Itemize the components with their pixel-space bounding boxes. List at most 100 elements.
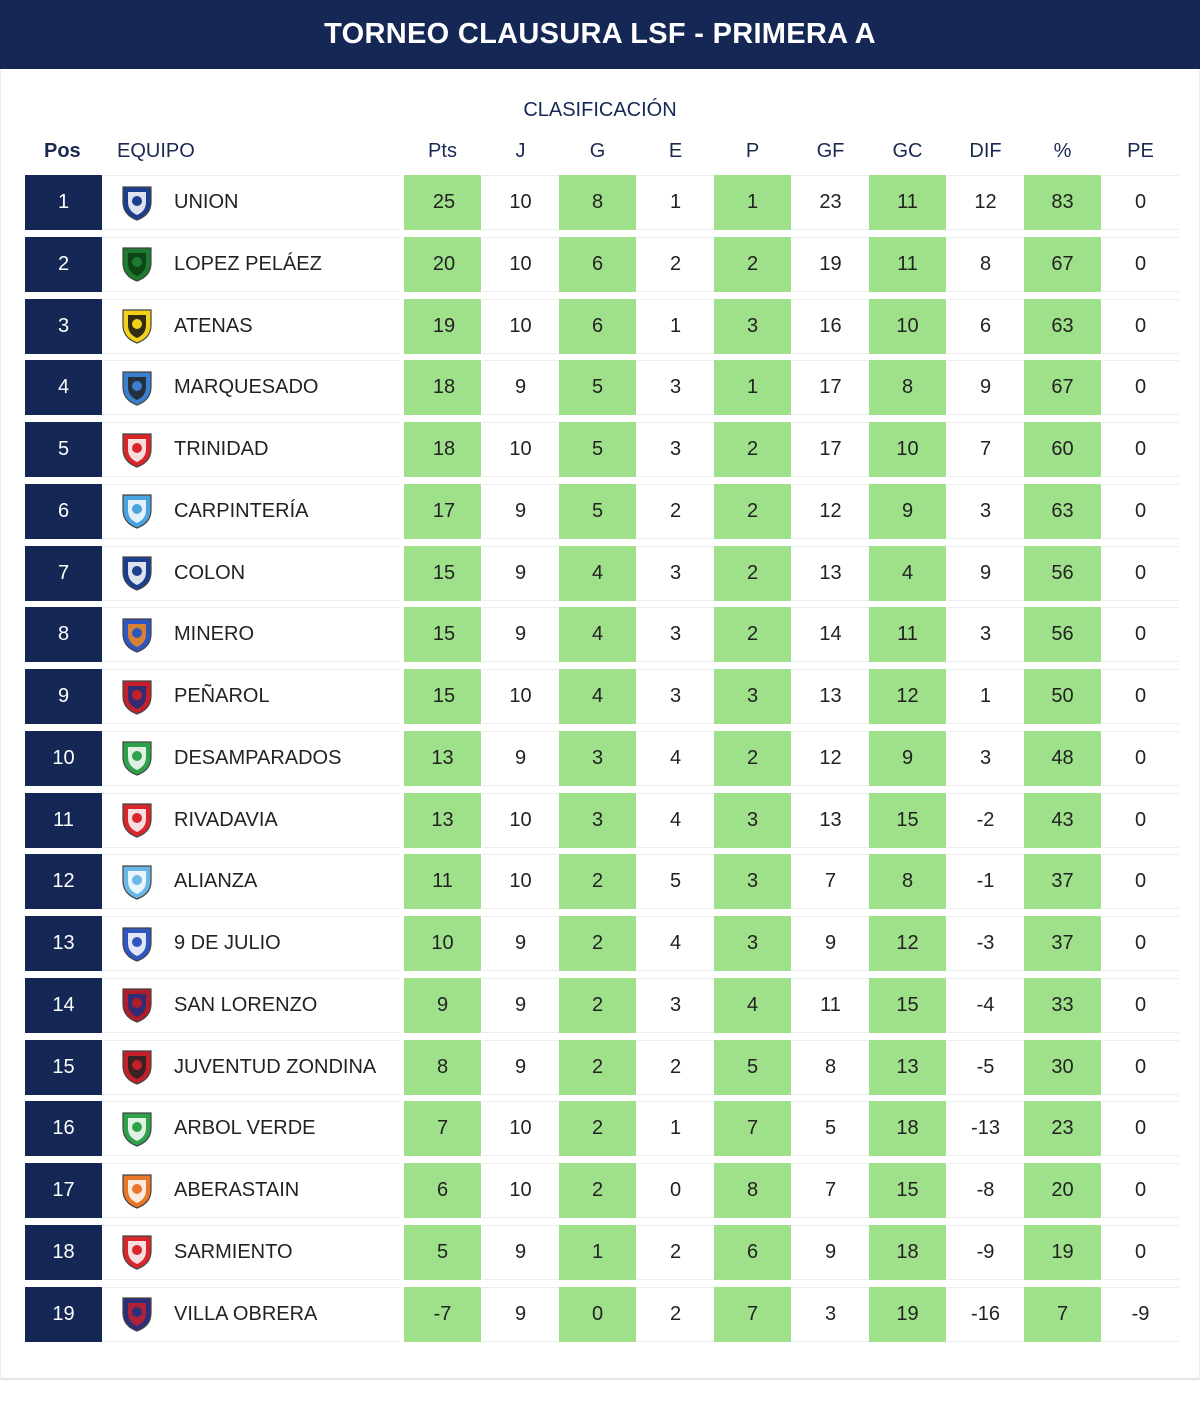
table-row: 7 COLON 15 9 4 3 2 13 4 9 56 0 bbox=[25, 545, 1180, 601]
penalty-cell: 0 bbox=[1102, 669, 1179, 724]
alianza-crest-icon bbox=[118, 863, 156, 901]
won-cell: 5 bbox=[559, 422, 636, 477]
atenas-crest-icon bbox=[118, 307, 156, 345]
goals-for-cell: 13 bbox=[792, 669, 869, 724]
goals-against-cell: 8 bbox=[869, 360, 946, 416]
table-row: 15 JUVENTUD ZONDINA 8 9 2 2 5 8 13 -5 30 0 bbox=[25, 1039, 1180, 1095]
goal-difference-cell: 12 bbox=[947, 175, 1024, 230]
penalty-cell: 0 bbox=[1102, 175, 1179, 230]
goal-difference-cell: 6 bbox=[947, 298, 1024, 354]
percentage-cell: 60 bbox=[1024, 422, 1101, 477]
table-row: 11 RIVADAVIA 13 10 3 4 3 13 15 -2 43 0 bbox=[25, 792, 1180, 848]
goals-against-cell: 15 bbox=[869, 977, 946, 1033]
percentage-cell: 43 bbox=[1024, 792, 1101, 848]
goals-against-cell: 15 bbox=[869, 1163, 946, 1218]
won-cell: 8 bbox=[559, 175, 636, 230]
penarol-crest-icon bbox=[118, 678, 156, 716]
played-cell: 9 bbox=[482, 977, 559, 1033]
team-cell: SAN LORENZO bbox=[103, 977, 400, 1033]
header-drawn: E bbox=[668, 140, 683, 162]
drawn-cell: 3 bbox=[637, 360, 714, 416]
drawn-cell: 2 bbox=[637, 1224, 714, 1280]
points-cell: 10 bbox=[404, 916, 481, 971]
goals-against-cell: 11 bbox=[869, 236, 946, 292]
union-crest-icon bbox=[118, 184, 156, 222]
points-cell: 9 bbox=[404, 977, 481, 1033]
played-cell: 10 bbox=[482, 669, 559, 724]
goal-difference-cell: 7 bbox=[947, 422, 1024, 477]
rivadavia-crest-icon bbox=[118, 801, 156, 839]
goals-against-cell: 9 bbox=[869, 730, 946, 786]
position-cell: 11 bbox=[25, 792, 102, 848]
goals-against-cell: 10 bbox=[869, 298, 946, 354]
goal-difference-cell: -9 bbox=[947, 1224, 1024, 1280]
goal-difference-cell: 8 bbox=[947, 236, 1024, 292]
percentage-cell: 48 bbox=[1024, 730, 1101, 786]
goals-for-cell: 12 bbox=[792, 483, 869, 539]
lost-cell: 2 bbox=[714, 607, 791, 663]
header-team: EQUIPO bbox=[117, 140, 195, 162]
header-penalty: PE bbox=[1127, 140, 1154, 162]
won-cell: 4 bbox=[559, 545, 636, 601]
team-name: CARPINTERÍA bbox=[174, 499, 309, 522]
won-cell: 3 bbox=[559, 730, 636, 786]
penalty-cell: 0 bbox=[1102, 236, 1179, 292]
goals-for-cell: 9 bbox=[792, 916, 869, 971]
won-cell: 5 bbox=[559, 483, 636, 539]
position-cell: 8 bbox=[25, 607, 102, 663]
played-cell: 9 bbox=[482, 545, 559, 601]
played-cell: 9 bbox=[482, 1039, 559, 1095]
header-goals-against: GC bbox=[892, 140, 923, 162]
points-cell: 19 bbox=[404, 298, 481, 354]
goal-difference-cell: 1 bbox=[947, 669, 1024, 724]
team-cell: COLON bbox=[103, 545, 400, 601]
goals-for-cell: 9 bbox=[792, 1224, 869, 1280]
team-name: ATENAS bbox=[174, 314, 253, 337]
team-name: ALIANZA bbox=[174, 870, 258, 893]
points-cell: 13 bbox=[404, 730, 481, 786]
points-cell: 5 bbox=[404, 1224, 481, 1280]
lost-cell: 3 bbox=[714, 298, 791, 354]
won-cell: 4 bbox=[559, 669, 636, 724]
table-row: 1 UNION 25 10 8 1 1 23 11 12 83 0 bbox=[25, 175, 1180, 230]
penalty-cell: 0 bbox=[1102, 854, 1179, 910]
played-cell: 9 bbox=[482, 360, 559, 416]
goal-difference-cell: -13 bbox=[947, 1101, 1024, 1157]
played-cell: 10 bbox=[482, 236, 559, 292]
played-cell: 10 bbox=[482, 1101, 559, 1157]
drawn-cell: 4 bbox=[637, 730, 714, 786]
position-cell: 14 bbox=[25, 977, 102, 1033]
team-cell: JUVENTUD ZONDINA bbox=[103, 1039, 400, 1095]
goals-for-cell: 13 bbox=[792, 545, 869, 601]
percentage-cell: 23 bbox=[1024, 1101, 1101, 1157]
table-row: 14 SAN LORENZO 9 9 2 3 4 11 15 -4 33 0 bbox=[25, 977, 1180, 1033]
aberastain-crest-icon bbox=[118, 1172, 156, 1210]
team-cell: MARQUESADO bbox=[103, 360, 400, 416]
team-name: SARMIENTO bbox=[174, 1240, 293, 1263]
goals-for-cell: 13 bbox=[792, 792, 869, 848]
goal-difference-cell: -1 bbox=[947, 854, 1024, 910]
table-row: 8 MINERO 15 9 4 3 2 14 11 3 56 0 bbox=[25, 607, 1180, 663]
penalty-cell: 0 bbox=[1102, 1039, 1179, 1095]
percentage-cell: 20 bbox=[1024, 1163, 1101, 1218]
points-cell: 6 bbox=[404, 1163, 481, 1218]
penalty-cell: 0 bbox=[1102, 545, 1179, 601]
won-cell: 4 bbox=[559, 607, 636, 663]
table-row: 19 VILLA OBRERA -7 9 0 2 7 3 19 -16 7 -9 bbox=[25, 1286, 1180, 1342]
goals-for-cell: 11 bbox=[792, 977, 869, 1033]
penalty-cell: 0 bbox=[1102, 1163, 1179, 1218]
drawn-cell: 1 bbox=[637, 298, 714, 354]
percentage-cell: 56 bbox=[1024, 545, 1101, 601]
won-cell: 2 bbox=[559, 1101, 636, 1157]
position-cell: 5 bbox=[25, 422, 102, 477]
points-cell: 15 bbox=[404, 545, 481, 601]
team-name: VILLA OBRERA bbox=[174, 1302, 318, 1325]
drawn-cell: 2 bbox=[637, 483, 714, 539]
penalty-cell: 0 bbox=[1102, 792, 1179, 848]
table-subtitle: CLASIFICACIÓN bbox=[523, 99, 677, 121]
percentage-cell: 67 bbox=[1024, 236, 1101, 292]
lost-cell: 2 bbox=[714, 730, 791, 786]
points-cell: 7 bbox=[404, 1101, 481, 1157]
table-row: 10 DESAMPARADOS 13 9 3 4 2 12 9 3 48 0 bbox=[25, 730, 1180, 786]
team-cell: 9 DE JULIO bbox=[103, 916, 400, 971]
